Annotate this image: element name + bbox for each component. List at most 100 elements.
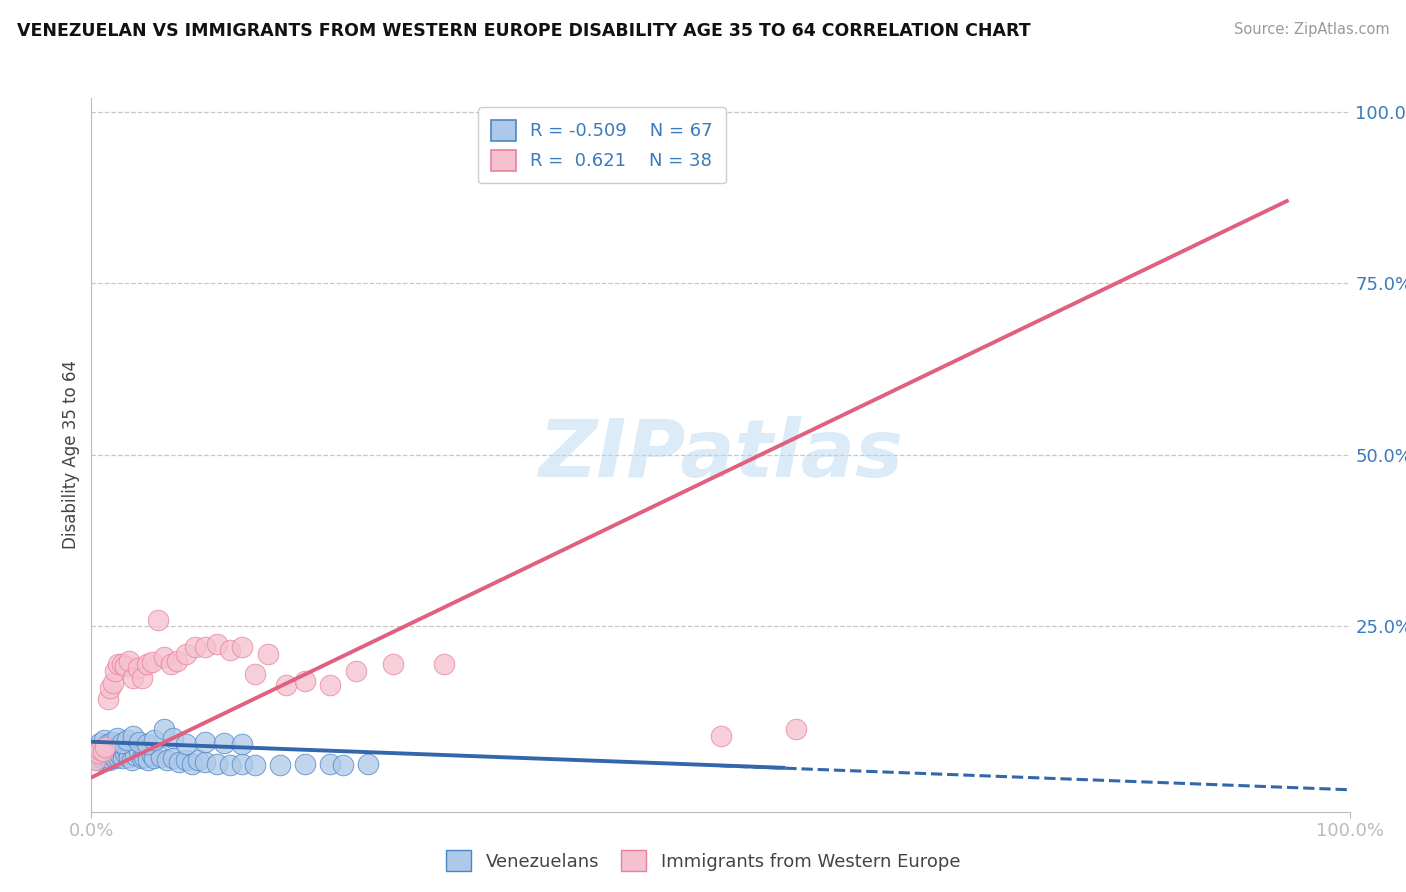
- Point: [174, 738, 197, 752]
- Point: [194, 756, 217, 770]
- Point: [93, 732, 115, 747]
- Point: [382, 657, 405, 672]
- Text: ZIPatlas: ZIPatlas: [538, 416, 903, 494]
- Legend: R = -0.509    N = 67, R =  0.621    N = 38: R = -0.509 N = 67, R = 0.621 N = 38: [478, 107, 725, 183]
- Point: [101, 743, 124, 757]
- Point: [231, 640, 253, 654]
- Point: [105, 744, 128, 758]
- Point: [156, 753, 179, 767]
- Point: [122, 729, 145, 743]
- Point: [110, 657, 132, 672]
- Point: [86, 744, 108, 758]
- Point: [110, 736, 132, 750]
- Point: [194, 640, 217, 654]
- Point: [357, 756, 380, 771]
- Point: [131, 751, 153, 765]
- Point: [97, 691, 120, 706]
- Point: [218, 758, 240, 772]
- Point: [187, 753, 209, 767]
- Point: [231, 738, 253, 752]
- Point: [294, 674, 316, 689]
- Point: [91, 744, 114, 758]
- Point: [162, 731, 184, 745]
- Point: [131, 671, 153, 685]
- Point: [104, 751, 127, 765]
- Point: [97, 738, 120, 752]
- Point: [86, 753, 108, 767]
- Point: [84, 747, 107, 761]
- Point: [97, 749, 120, 764]
- Point: [107, 749, 129, 764]
- Point: [166, 654, 188, 668]
- Point: [231, 756, 253, 771]
- Point: [121, 753, 143, 767]
- Point: [114, 747, 136, 761]
- Point: [135, 738, 157, 752]
- Point: [86, 747, 108, 761]
- Point: [124, 748, 146, 763]
- Point: [143, 732, 166, 747]
- Point: [205, 756, 228, 771]
- Point: [181, 756, 204, 771]
- Point: [134, 749, 156, 764]
- Point: [111, 751, 134, 765]
- Point: [141, 748, 163, 763]
- Point: [84, 753, 107, 767]
- Point: [785, 723, 807, 737]
- Text: VENEZUELAN VS IMMIGRANTS FROM WESTERN EUROPE DISABILITY AGE 35 TO 64 CORRELATION: VENEZUELAN VS IMMIGRANTS FROM WESTERN EU…: [17, 22, 1031, 40]
- Point: [96, 744, 118, 758]
- Point: [212, 736, 235, 750]
- Point: [93, 741, 115, 756]
- Point: [103, 747, 125, 761]
- Point: [90, 748, 112, 763]
- Point: [243, 758, 266, 772]
- Point: [194, 735, 217, 749]
- Point: [91, 751, 114, 765]
- Legend: Venezuelans, Immigrants from Western Europe: Venezuelans, Immigrants from Western Eur…: [439, 843, 967, 879]
- Point: [107, 657, 129, 672]
- Point: [162, 751, 184, 765]
- Point: [141, 655, 163, 669]
- Point: [709, 729, 731, 743]
- Point: [128, 735, 150, 749]
- Point: [146, 613, 169, 627]
- Point: [332, 758, 354, 772]
- Point: [118, 654, 141, 668]
- Point: [94, 747, 117, 761]
- Point: [269, 758, 291, 772]
- Point: [89, 743, 111, 757]
- Point: [159, 657, 181, 672]
- Point: [115, 743, 138, 757]
- Point: [128, 744, 150, 758]
- Point: [108, 739, 131, 754]
- Point: [135, 657, 157, 672]
- Point: [205, 637, 228, 651]
- Point: [114, 659, 136, 673]
- Point: [256, 647, 278, 661]
- Point: [122, 671, 145, 685]
- Text: Source: ZipAtlas.com: Source: ZipAtlas.com: [1233, 22, 1389, 37]
- Point: [115, 732, 138, 747]
- Point: [118, 749, 141, 764]
- Point: [98, 753, 121, 767]
- Point: [94, 739, 117, 754]
- Point: [169, 756, 191, 770]
- Point: [153, 650, 176, 665]
- Point: [143, 751, 166, 765]
- Point: [174, 647, 197, 661]
- Point: [149, 749, 172, 764]
- Point: [174, 753, 197, 767]
- Point: [98, 751, 121, 765]
- Point: [104, 664, 127, 678]
- Point: [183, 640, 205, 654]
- Point: [100, 735, 122, 749]
- Point: [89, 743, 111, 757]
- Point: [127, 660, 149, 674]
- Point: [87, 749, 110, 764]
- Point: [101, 675, 124, 690]
- Point: [276, 678, 298, 692]
- Y-axis label: Disability Age 35 to 64: Disability Age 35 to 64: [62, 360, 80, 549]
- Point: [433, 657, 456, 672]
- Point: [105, 731, 128, 745]
- Point: [319, 678, 342, 692]
